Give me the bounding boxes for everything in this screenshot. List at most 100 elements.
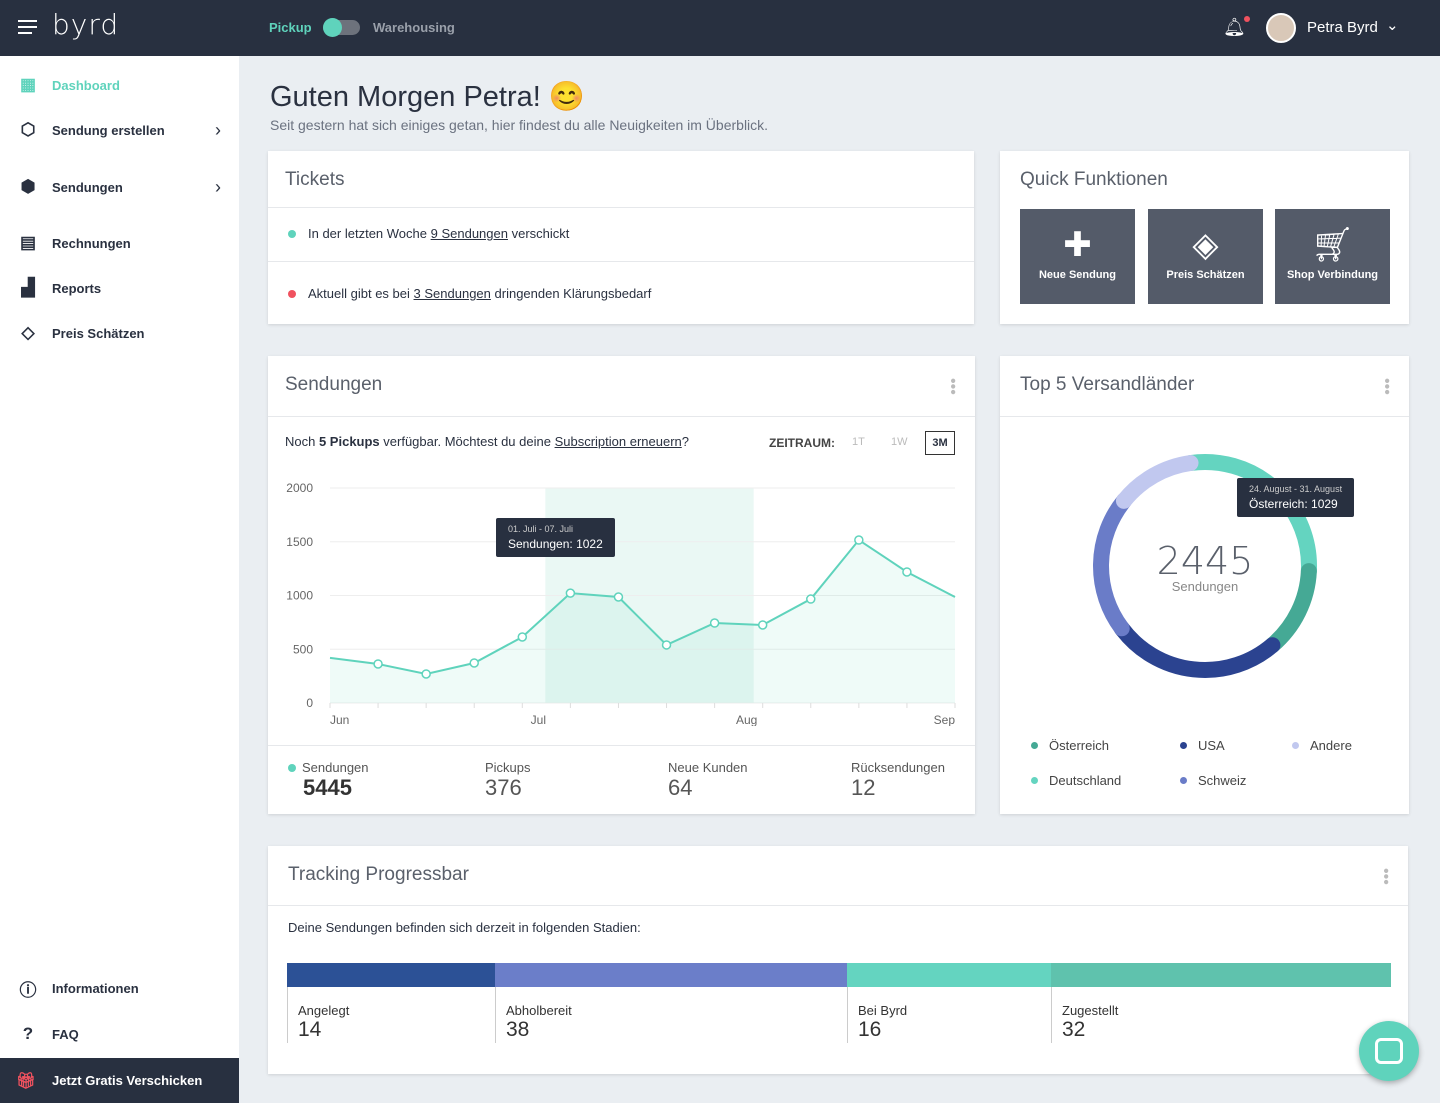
stat-pickups: Pickups 376 (485, 760, 531, 800)
pickup-notice: Noch 5 Pickups verfügbar. Möchtest du de… (285, 434, 689, 449)
data-point (613, 592, 624, 602)
more-icon[interactable]: ••• (1378, 378, 1395, 395)
donut-segment (1093, 492, 1132, 637)
sidebar-item-sendungen[interactable]: ⬢ Sendungen › (0, 172, 239, 202)
x-tick-label: Aug (736, 713, 757, 726)
ticket-link[interactable]: 3 Sendungen (413, 286, 491, 301)
legend-oesterreich: Österreich (1031, 738, 1109, 753)
toggle-label-warehousing: Warehousing (373, 20, 455, 35)
sidebar-item-faq[interactable]: ? FAQ (0, 1019, 239, 1049)
x-tick-label: Jul (531, 713, 546, 726)
more-icon[interactable]: ••• (944, 378, 961, 395)
legend-usa: USA (1180, 738, 1225, 753)
donut-segment (1115, 455, 1199, 509)
stage-angelegt: Angelegt 14 (287, 987, 349, 1043)
sidebar-item-label: Rechnungen (52, 235, 131, 251)
sidebar-item-sendung-erstellen[interactable]: ⬡ Sendung erstellen › (0, 115, 239, 145)
shipments-chart: 2000 1500 1000 500 0 Jun Jul Aug Sep (286, 481, 956, 726)
page-title: Guten Morgen Petra! 😊 (270, 81, 585, 113)
donut-total: 2445 (1156, 539, 1254, 583)
card-title: Tickets (285, 169, 345, 190)
sidebar-item-informationen[interactable]: ⓘ Informationen (0, 973, 239, 1003)
user-name[interactable]: Petra Byrd (1307, 19, 1378, 36)
top-countries-card: Top 5 Versandländer ••• 2445 Sendungen 2… (1000, 356, 1409, 814)
stat-new-customers: Neue Kunden 64 (668, 760, 748, 800)
menu-icon[interactable] (18, 20, 37, 38)
tag-icon: ◇ (21, 323, 35, 342)
donut-total-label: Sendungen (1171, 579, 1239, 594)
ticket-row: Aktuell gibt es bei 3 Sendungen dringend… (288, 286, 651, 301)
chart-tooltip: 01. Juli - 07. Juli Sendungen: 1022 (496, 518, 615, 557)
free-shipping-button[interactable]: 🎁︎ Jetzt Gratis Verschicken (0, 1058, 239, 1103)
logo[interactable]: byrd (52, 8, 120, 41)
cart-plus-icon: 🛒︎ (1310, 226, 1355, 264)
box-plus-icon: ⬡ (20, 120, 36, 139)
avatar[interactable] (1266, 13, 1296, 43)
more-icon[interactable]: ••• (1377, 868, 1394, 885)
y-tick-label: 1500 (286, 535, 313, 549)
sidebar-item-preis-schaetzen[interactable]: ◇ Preis Schätzen (0, 318, 239, 348)
new-shipment-button[interactable]: ✚ Neue Sendung (1020, 209, 1135, 304)
ticket-link[interactable]: 9 Sendungen (430, 226, 508, 241)
estimate-price-button[interactable]: ◈ Preis Schätzen (1148, 209, 1263, 304)
legend-andere: Andere (1292, 738, 1352, 753)
chevron-down-icon[interactable]: ⌄ (1386, 17, 1399, 34)
bell-icon[interactable]: 🔔︎ (1223, 16, 1250, 38)
range-3m[interactable]: 3M (925, 431, 955, 455)
progress-segment-angelegt (287, 963, 495, 987)
data-point (757, 620, 768, 630)
ticket-row: In der letzten Woche 9 Sendungen verschi… (288, 226, 569, 241)
chat-button[interactable] (1359, 1021, 1419, 1081)
quick-functions-card: Quick Funktionen ✚ Neue Sendung ◈ Preis Sc… (1000, 151, 1409, 324)
donut-segment (1264, 563, 1317, 654)
x-tick-label: Jun (330, 713, 349, 726)
gift-icon: 🎁︎ (15, 1072, 37, 1090)
data-point (565, 588, 576, 598)
progress-segment-bei-byrd (847, 963, 1051, 987)
boxes-icon: ⬢ (20, 177, 36, 196)
plus-icon: ✚ (1063, 226, 1092, 264)
range-1t[interactable]: 1T (852, 436, 865, 448)
card-title: Sendungen (285, 374, 383, 395)
donut-segment (1113, 620, 1281, 678)
shipments-card: Sendungen ••• Noch 5 Pickups verfügbar. … (268, 356, 975, 814)
sidebar-item-dashboard[interactable]: ▦ Dashboard (0, 70, 239, 100)
chevron-right-icon: › (215, 176, 221, 197)
stage-bei-byrd: Bei Byrd 16 (847, 987, 907, 1043)
y-tick-label: 500 (293, 642, 313, 656)
sidebar-item-label: Dashboard (52, 77, 120, 93)
data-point (806, 594, 816, 604)
notification-dot (1243, 16, 1250, 22)
toggle-label-pickup: Pickup (269, 20, 312, 35)
stat-sendungen: Sendungen 5445 (288, 760, 369, 801)
sidebar-item-label: FAQ (52, 1026, 79, 1042)
subscription-link[interactable]: Subscription erneuern (554, 434, 682, 449)
card-title: Quick Funktionen (1020, 169, 1168, 190)
pickup-warehousing-toggle[interactable] (323, 18, 360, 37)
tracking-subtitle: Deine Sendungen befinden sich derzeit in… (288, 920, 641, 935)
chart-icon: ▟ (21, 278, 35, 297)
progress-segment-abholbereit (495, 963, 847, 987)
sidebar-item-reports[interactable]: ▟ Reports (0, 273, 239, 303)
cta-label: Jetzt Gratis Verschicken (52, 1073, 203, 1088)
data-point (421, 669, 431, 679)
data-point (854, 535, 864, 545)
sidebar-item-label: Sendungen (52, 179, 123, 195)
tickets-card: Tickets In der letzten Woche 9 Sendungen… (268, 151, 974, 324)
data-point (517, 632, 528, 642)
stage-abholbereit: Abholbereit 38 (495, 987, 572, 1043)
x-tick-label: Sep (934, 713, 956, 726)
sidebar-item-label: Informationen (52, 980, 139, 996)
sidebar-item-rechnungen[interactable]: ▤ Rechnungen (0, 228, 239, 258)
donut-tooltip: 24. August - 31. August Österreich: 1029 (1237, 478, 1355, 517)
y-tick-label: 2000 (286, 481, 313, 495)
sidebar: ▦ Dashboard ⬡ Sendung erstellen › ⬢ Sendunge… (0, 56, 239, 1103)
card-title: Top 5 Versandländer (1020, 374, 1195, 395)
range-1w[interactable]: 1W (891, 436, 908, 448)
sidebar-item-label: Reports (52, 280, 102, 296)
grid-icon: ▦ (19, 75, 37, 94)
y-tick-label: 0 (306, 696, 313, 710)
invoice-icon: ▤ (19, 233, 37, 252)
stat-returns: Rücksendungen 12 (851, 760, 945, 800)
shop-connection-button[interactable]: 🛒︎ Shop Verbindung (1275, 209, 1390, 304)
